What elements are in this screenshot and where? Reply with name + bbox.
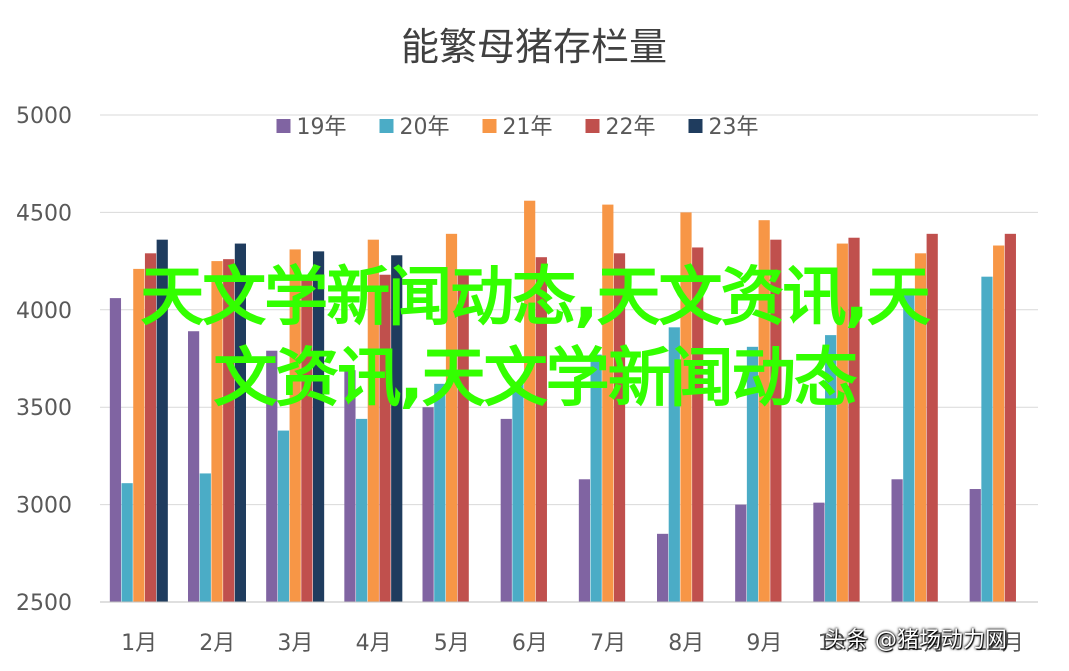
bar bbox=[133, 268, 145, 602]
x-tick-label: 6月 bbox=[512, 631, 548, 656]
bar bbox=[825, 335, 837, 602]
legend-swatch bbox=[585, 119, 600, 133]
legend-item: 22年 bbox=[585, 115, 656, 140]
y-tick-label: 5000 bbox=[16, 104, 72, 129]
legend: 19年 20年 21年 22年 23年 bbox=[276, 115, 759, 140]
bar bbox=[344, 370, 356, 602]
bar bbox=[434, 383, 446, 602]
bar bbox=[445, 233, 458, 602]
legend-label: 19年 bbox=[297, 115, 347, 140]
x-tick-label: 7月 bbox=[590, 631, 626, 656]
legend-label: 22年 bbox=[606, 115, 656, 140]
bar bbox=[993, 245, 1005, 603]
y-tick-label: 3500 bbox=[16, 396, 72, 421]
bar bbox=[746, 346, 759, 602]
legend-item: 21年 bbox=[482, 115, 553, 140]
bar bbox=[758, 220, 770, 602]
bar bbox=[692, 247, 704, 603]
bar bbox=[602, 204, 614, 602]
bar bbox=[422, 407, 434, 602]
bar bbox=[121, 483, 133, 602]
legend-swatch bbox=[482, 119, 497, 133]
bar bbox=[668, 327, 680, 602]
legend-swatch bbox=[276, 119, 291, 133]
legend-item: 23年 bbox=[688, 115, 759, 140]
bar bbox=[188, 331, 200, 602]
bar bbox=[391, 255, 403, 603]
y-tick-label: 3000 bbox=[16, 494, 72, 519]
bar bbox=[657, 533, 669, 602]
x-tick-label: 12月 bbox=[974, 631, 1024, 656]
bar bbox=[735, 504, 747, 602]
x-tick-label: 3月 bbox=[277, 631, 313, 656]
y-tick-label: 2500 bbox=[16, 591, 72, 616]
x-tick-label: 5月 bbox=[434, 631, 470, 656]
x-tick-label: 8月 bbox=[668, 631, 704, 656]
bar bbox=[144, 253, 157, 603]
bar bbox=[277, 430, 290, 602]
bar bbox=[613, 253, 626, 603]
bar bbox=[211, 261, 223, 602]
chart-title: 能繁母猪存栏量 bbox=[401, 25, 667, 69]
bar bbox=[356, 418, 368, 602]
bar bbox=[500, 418, 512, 602]
bar bbox=[836, 243, 848, 602]
bar bbox=[590, 354, 602, 602]
bar bbox=[813, 502, 825, 602]
bar bbox=[234, 243, 246, 602]
x-tick-label: 9月 bbox=[746, 631, 782, 656]
bar bbox=[301, 276, 313, 602]
bar bbox=[312, 251, 325, 603]
legend-label: 20年 bbox=[400, 115, 450, 140]
y-tick-label: 4500 bbox=[16, 201, 72, 226]
x-tick-label: 1月 bbox=[121, 631, 157, 656]
bar bbox=[457, 272, 469, 602]
x-tick-label: 10月 bbox=[818, 631, 868, 656]
legend-swatch bbox=[688, 119, 703, 133]
bar bbox=[199, 473, 211, 602]
legend-swatch bbox=[379, 119, 394, 133]
bar bbox=[981, 276, 993, 602]
bar bbox=[535, 257, 547, 602]
x-tick-label: 2月 bbox=[199, 631, 235, 656]
bar bbox=[578, 479, 591, 602]
bar bbox=[914, 253, 927, 603]
legend-item: 20年 bbox=[379, 115, 450, 140]
bar bbox=[770, 239, 782, 602]
legend-label: 21年 bbox=[503, 115, 553, 140]
bar bbox=[848, 237, 860, 602]
watermark: 头条 @猪场动力网 bbox=[824, 628, 1007, 653]
bar bbox=[379, 274, 391, 602]
bar bbox=[512, 381, 524, 602]
bar bbox=[156, 239, 168, 602]
bar bbox=[891, 479, 903, 602]
bar bbox=[289, 249, 301, 603]
axes: 2500 3000 3500 4000 4500 5000 1月 2月 3月 4月 5月 6月 7月 8月… bbox=[16, 104, 1038, 656]
bar bbox=[1004, 233, 1016, 602]
y-tick-label: 4000 bbox=[16, 299, 72, 324]
bar bbox=[109, 298, 122, 602]
bar bbox=[969, 489, 981, 602]
x-tick-label: 11月 bbox=[896, 631, 946, 656]
bars bbox=[109, 200, 1016, 603]
bar bbox=[903, 288, 915, 602]
x-tick-label: 4月 bbox=[356, 631, 392, 656]
bar bbox=[926, 233, 938, 602]
bar bbox=[367, 239, 379, 602]
bar bbox=[680, 212, 692, 602]
legend-label: 23年 bbox=[709, 115, 759, 140]
legend-item: 19年 bbox=[276, 115, 347, 140]
bar bbox=[524, 200, 536, 602]
bar bbox=[223, 259, 235, 602]
bar bbox=[266, 350, 278, 602]
